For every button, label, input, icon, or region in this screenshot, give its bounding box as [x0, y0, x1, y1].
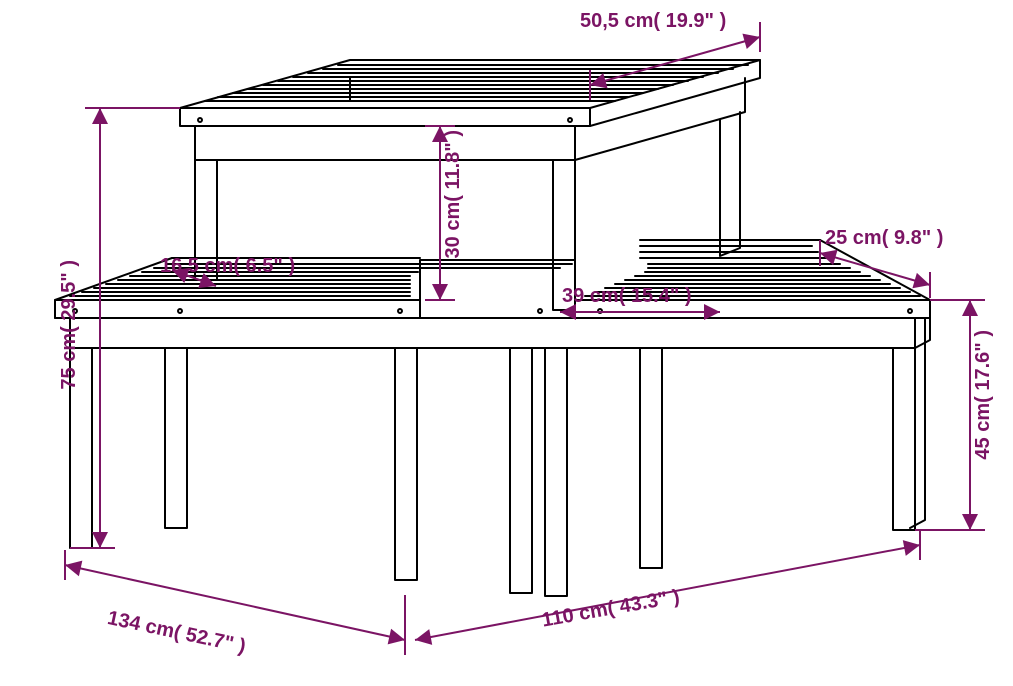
table-top — [180, 60, 760, 126]
table-apron — [195, 78, 745, 160]
bench-apron — [70, 318, 930, 348]
furniture-linework — [55, 60, 930, 596]
bench-legs — [70, 318, 925, 596]
bench-platform — [55, 240, 930, 318]
dimension-lines — [65, 22, 985, 655]
